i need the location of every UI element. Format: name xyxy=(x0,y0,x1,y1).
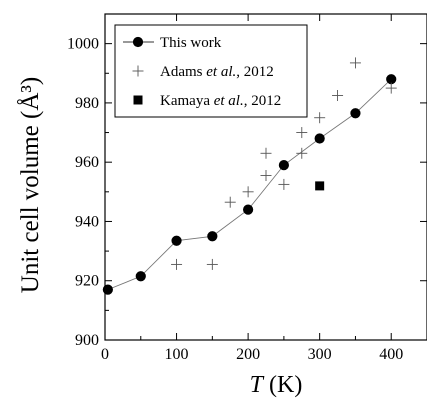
data-point xyxy=(206,258,218,270)
y-axis-title: Unit cell volume (Å³) xyxy=(17,77,44,293)
data-point xyxy=(314,112,326,124)
legend: This work Adams et al., 2012 Kamaya et al.… xyxy=(114,24,308,118)
x-tick-label: 100 xyxy=(165,346,189,363)
plot-frame xyxy=(104,13,427,341)
legend-label: Adams et al., 2012 xyxy=(160,64,274,80)
data-point xyxy=(332,90,344,101)
series-2 xyxy=(315,181,325,191)
data-point xyxy=(350,108,361,119)
y-tick-label: 980 xyxy=(75,95,99,112)
data-point xyxy=(385,82,397,94)
data-point xyxy=(243,204,254,215)
y-tick-label: 960 xyxy=(75,154,99,171)
y-tick-label: 1000 xyxy=(67,36,99,53)
x-tick-label: 400 xyxy=(379,346,403,363)
data-point xyxy=(207,231,218,242)
data-point xyxy=(260,147,272,159)
x-tick-label: 200 xyxy=(236,346,260,363)
data-point xyxy=(278,160,289,171)
data-point xyxy=(386,74,397,85)
legend-box xyxy=(114,24,308,118)
x-axis-title: T (K) xyxy=(250,372,303,398)
legend-marker xyxy=(132,65,144,77)
data-point xyxy=(171,258,183,270)
series-0 xyxy=(102,74,397,295)
legend-marker xyxy=(133,95,143,105)
data-point xyxy=(349,57,361,69)
data-point xyxy=(135,271,146,282)
data-point xyxy=(315,181,325,191)
data-point xyxy=(296,147,308,159)
data-point xyxy=(242,186,254,198)
y-tick-label: 940 xyxy=(75,213,99,230)
data-point xyxy=(171,235,182,246)
x-tick-label: 0 xyxy=(101,346,109,363)
data-point xyxy=(278,178,290,190)
y-tick-label: 920 xyxy=(75,273,99,290)
y-tick-label: 900 xyxy=(75,332,99,349)
legend-marker xyxy=(132,36,144,48)
axes: 0 100 200 300 400 900 920 940 960 980 1000 T (K) Uni… xyxy=(17,13,427,398)
series-1 xyxy=(171,57,397,270)
data-point xyxy=(296,127,308,139)
legend-label: Kamaya et al., 2012 xyxy=(160,93,281,109)
data-layer xyxy=(102,57,397,295)
data-point xyxy=(314,133,325,144)
data-point xyxy=(224,196,236,208)
legend-label: This work xyxy=(160,35,222,51)
data-point xyxy=(260,170,272,182)
x-tick-label: 300 xyxy=(308,346,332,363)
